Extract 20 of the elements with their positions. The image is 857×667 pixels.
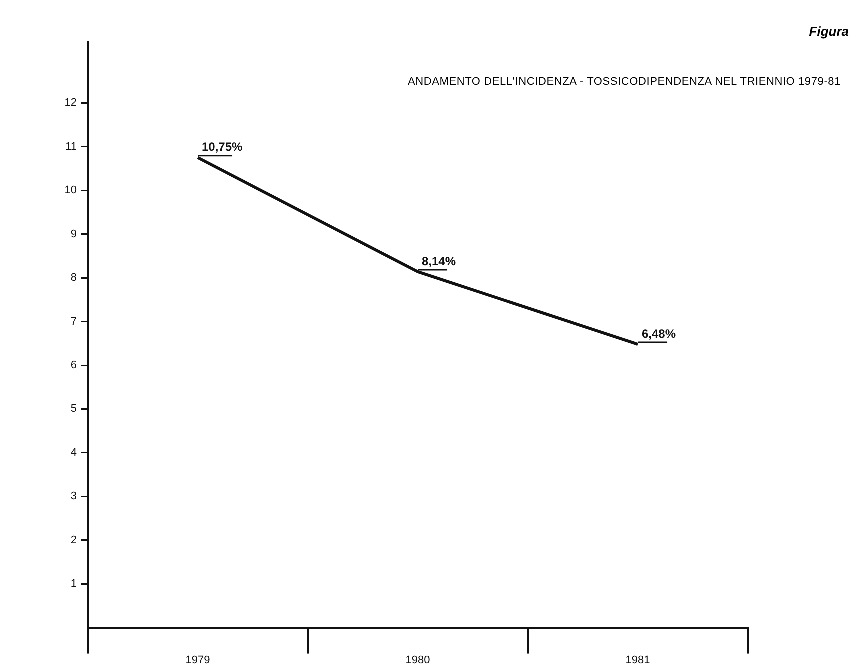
y-tick-label: 6 [70, 360, 77, 372]
y-tick-label: 9 [70, 228, 77, 240]
text: Figura [809, 24, 849, 39]
x-tick-label: 1981 [626, 654, 650, 666]
y-tick-label: 8 [70, 272, 77, 284]
data-label: 10,75% [202, 140, 244, 154]
text: ANDAMENTO DELL'INCIDENZA - TOSSICODIPENDENZA NEL TRIENNIO 1979-81 [408, 76, 841, 88]
y-tick-label: 12 [64, 97, 77, 110]
y-tick-label: 3 [70, 490, 77, 503]
data-label: 8,14% [422, 254, 456, 268]
x-tick-label: 1979 [186, 654, 210, 666]
y-tick-label: 4 [70, 446, 77, 459]
y-tick-label: 5 [70, 403, 77, 416]
y-tick-label: 1 [70, 578, 77, 590]
y-tick-label: 2 [70, 534, 77, 546]
y-tick-label: 11 [66, 140, 77, 153]
y-tick-label: 7 [70, 316, 77, 328]
y-tick-label: 10 [64, 184, 77, 197]
data-label: 6,48% [642, 326, 676, 341]
x-tick-label: 1980 [406, 654, 430, 666]
